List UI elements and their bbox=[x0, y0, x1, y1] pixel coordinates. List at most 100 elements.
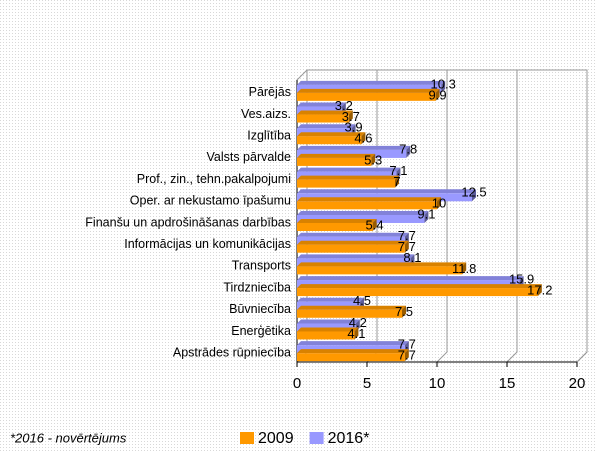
bar bbox=[297, 223, 373, 231]
value-label: 7 bbox=[393, 174, 400, 189]
value-label: 7.7 bbox=[398, 348, 416, 363]
bar-top bbox=[297, 189, 476, 194]
value-label: 4.1 bbox=[347, 326, 365, 341]
bar-top bbox=[297, 145, 411, 150]
bar-side bbox=[435, 88, 440, 101]
bar-top bbox=[297, 197, 441, 202]
bar-side bbox=[354, 327, 359, 340]
bar-top bbox=[297, 211, 429, 215]
value-label: 9.9 bbox=[429, 87, 447, 102]
value-label: 17.2 bbox=[527, 283, 552, 298]
value-label: 7.8 bbox=[399, 141, 417, 156]
bar-side bbox=[462, 262, 467, 275]
bar-side bbox=[371, 153, 376, 166]
bar-top bbox=[297, 124, 356, 129]
bar-top bbox=[297, 262, 467, 267]
bar-top bbox=[297, 88, 440, 93]
x-tick-label: 5 bbox=[363, 375, 371, 392]
grid-line bbox=[436, 70, 448, 363]
y-tick-label: Izglītība bbox=[247, 129, 291, 143]
bar-top bbox=[297, 175, 399, 180]
bar-side bbox=[372, 219, 377, 231]
bar-side bbox=[395, 175, 399, 188]
legend-label: 2016* bbox=[328, 430, 370, 447]
bar-top bbox=[297, 297, 364, 302]
y-tick-label: Pārējās bbox=[249, 85, 291, 99]
bar-top bbox=[297, 219, 377, 223]
bar-top bbox=[297, 232, 409, 237]
bar-side bbox=[472, 189, 476, 202]
value-label: 7.7 bbox=[398, 239, 416, 254]
value-label: 3.2 bbox=[335, 98, 353, 113]
bar-top bbox=[297, 240, 409, 245]
bar-top bbox=[297, 327, 359, 332]
value-label: 5.4 bbox=[366, 217, 384, 232]
grid-line bbox=[576, 70, 588, 363]
bar-top bbox=[297, 254, 415, 259]
value-label: 7.5 bbox=[395, 304, 413, 319]
bar bbox=[297, 114, 349, 123]
bar-top bbox=[297, 132, 366, 137]
value-label: 9.1 bbox=[417, 206, 435, 221]
bar-side bbox=[402, 305, 406, 318]
bar bbox=[297, 136, 362, 145]
bar-top bbox=[297, 276, 524, 281]
value-label: 7.1 bbox=[389, 163, 407, 178]
bar bbox=[297, 266, 463, 275]
bar-side bbox=[537, 284, 542, 297]
bar-top bbox=[297, 102, 346, 107]
bar bbox=[297, 157, 372, 166]
bar bbox=[297, 288, 538, 297]
value-label: 4.6 bbox=[354, 131, 372, 146]
legend-label: 2009 bbox=[258, 430, 294, 447]
bar bbox=[297, 353, 405, 362]
bar-side bbox=[437, 197, 441, 210]
value-label: 3.7 bbox=[342, 109, 360, 124]
value-label: 4.5 bbox=[353, 293, 371, 308]
y-tick-label: Enerģētika bbox=[231, 324, 291, 338]
bar bbox=[297, 92, 436, 101]
y-tick-label: Transports bbox=[232, 259, 291, 273]
bar-side bbox=[441, 80, 446, 93]
y-tick-label: Finanšu un apdrošināšanas darbības bbox=[85, 215, 291, 229]
y-tick-label: Prof., zin., tehn.pakalpojumi bbox=[137, 172, 291, 186]
x-tick-label: 15 bbox=[499, 375, 516, 392]
bar bbox=[297, 179, 395, 188]
x-tick-label: 10 bbox=[429, 375, 446, 392]
value-label: 11.8 bbox=[452, 261, 476, 276]
legend-swatch bbox=[240, 432, 254, 444]
value-label: 12.5 bbox=[461, 185, 486, 200]
bar-top bbox=[297, 349, 409, 354]
value-label: 7.7 bbox=[398, 228, 416, 243]
y-tick-label: Ves.aizs. bbox=[241, 107, 291, 121]
bar-top bbox=[297, 110, 353, 115]
bar-top bbox=[297, 167, 401, 172]
bar-side bbox=[404, 240, 409, 253]
value-label: 10 bbox=[432, 196, 446, 211]
bar-top bbox=[297, 341, 409, 346]
y-tick-label: Tirdzniecība bbox=[223, 280, 291, 294]
value-label: 10.3 bbox=[431, 76, 456, 91]
bar-side bbox=[361, 132, 366, 145]
bar-side bbox=[404, 349, 409, 362]
bar bbox=[297, 244, 405, 253]
bar-side bbox=[406, 145, 411, 158]
grid-line bbox=[506, 70, 518, 363]
x-tick-label: 0 bbox=[293, 375, 301, 392]
y-tick-label: Oper. ar nekustamo īpašumu bbox=[130, 194, 291, 208]
value-label: 7.7 bbox=[398, 337, 416, 352]
bar-top bbox=[297, 319, 360, 324]
value-label: 3.9 bbox=[345, 120, 363, 135]
legend-swatch bbox=[309, 432, 324, 444]
x-tick-label: 20 bbox=[569, 375, 586, 392]
value-label: 8.1 bbox=[403, 250, 421, 265]
bar bbox=[297, 309, 402, 318]
bar-side bbox=[424, 211, 429, 223]
y-tick-label: Valsts pārvalde bbox=[206, 150, 291, 164]
bar bbox=[297, 201, 437, 210]
y-tick-label: Apstrādes rūpniecība bbox=[173, 345, 291, 359]
note: *2016 - novērtējums bbox=[10, 430, 127, 445]
y-tick-label: Informācijas un komunikācijas bbox=[124, 237, 291, 251]
bar bbox=[297, 331, 355, 340]
